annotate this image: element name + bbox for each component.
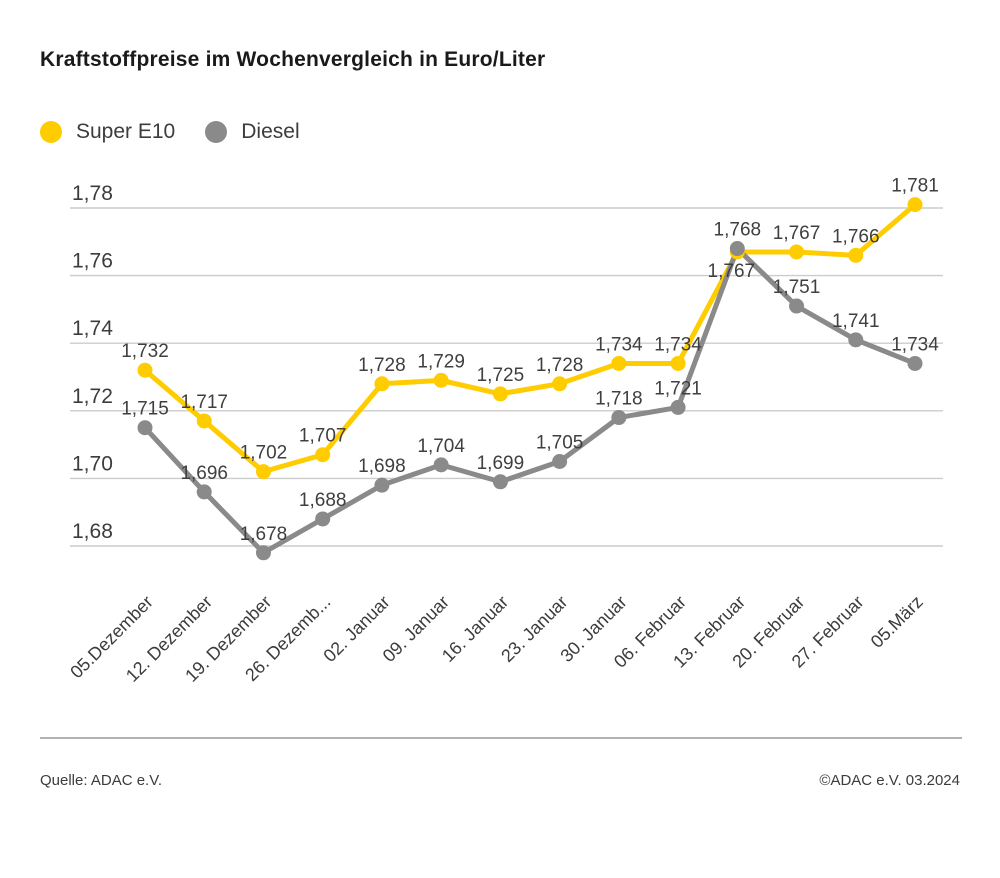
data-point-super-e10 [196,413,212,429]
copyright-note: ©ADAC e.V. 03.2024 [819,772,960,789]
data-point-diesel [848,332,864,348]
data-point-super-e10 [670,355,686,371]
source-note: Quelle: ADAC e.V. [40,772,163,789]
data-point-super-e10 [552,376,568,392]
x-tick-label: 05.März [867,592,927,652]
data-point-super-e10 [137,362,153,378]
data-label-super-e10: 1,766 [832,226,880,247]
data-label-diesel: 1,721 [654,378,702,399]
data-label-super-e10: 1,767 [773,223,821,244]
data-label-super-e10: 1,725 [477,365,525,386]
data-label-super-e10: 1,734 [595,334,643,355]
data-point-diesel [611,410,627,426]
data-point-diesel [552,454,568,469]
data-label-super-e10: 1,734 [654,334,702,355]
data-label-diesel: 1,705 [536,433,584,454]
legend-label-super-e10: Super E10 [76,120,176,143]
data-point-diesel [492,474,508,490]
data-point-super-e10 [374,376,390,392]
data-label-super-e10: 1,707 [299,426,347,447]
data-label-super-e10: 1,728 [536,355,584,376]
data-point-diesel [789,298,805,314]
data-point-diesel [670,399,686,415]
data-point-super-e10 [492,386,508,402]
data-point-diesel [255,545,271,561]
y-tick-label: 1,76 [72,250,113,273]
data-point-super-e10 [611,355,627,371]
chart-legend: Super E10 Diesel [40,120,300,144]
data-label-super-e10: 1,702 [240,443,288,464]
data-label-diesel: 1,718 [595,389,643,410]
data-point-diesel [433,457,449,473]
data-label-super-e10: 1,767 [708,261,756,282]
data-point-diesel [196,484,212,500]
data-label-super-e10: 1,781 [891,176,939,197]
data-label-diesel: 1,734 [891,334,939,355]
y-tick-label: 1,70 [72,452,113,475]
data-label-diesel: 1,715 [121,399,169,420]
series-line-super-e10 [142,202,918,475]
legend-item-diesel: Diesel [205,120,300,144]
data-label-diesel: 1,698 [358,456,406,477]
data-label-super-e10: 1,732 [121,341,169,362]
data-label-super-e10: 1,728 [358,355,406,376]
diesel-dot-icon [205,121,228,143]
chart-title: Kraftstoffpreise im Wochenvergleich in E… [40,48,546,71]
data-point-diesel [907,355,923,371]
data-point-diesel [315,511,331,527]
legend-item-super-e10: Super E10 [40,120,175,144]
data-label-diesel: 1,688 [299,490,347,511]
data-point-diesel [374,477,390,493]
data-label-diesel: 1,768 [714,220,762,241]
y-tick-label: 1,78 [72,182,113,205]
footer: Quelle: ADAC e.V. ©ADAC e.V. 03.2024 [40,772,960,789]
data-point-super-e10 [433,372,449,388]
y-tick-label: 1,74 [72,317,113,340]
super-e10-dot-icon [40,121,62,143]
series-line-diesel [142,246,918,556]
data-label-diesel: 1,704 [417,436,465,457]
legend-label-diesel: Diesel [241,120,300,143]
data-label-diesel: 1,741 [832,311,880,332]
data-point-super-e10 [255,464,271,480]
data-label-super-e10: 1,717 [180,392,228,413]
data-point-super-e10 [789,244,805,260]
data-point-super-e10 [907,197,923,213]
data-point-super-e10 [315,447,331,463]
data-label-diesel: 1,699 [477,453,525,474]
y-tick-label: 1,72 [72,385,113,408]
footer-divider [40,737,962,739]
y-tick-label: 1,68 [72,520,113,543]
data-label-diesel: 1,678 [240,524,288,545]
data-label-super-e10: 1,729 [417,351,465,372]
data-label-diesel: 1,696 [180,463,228,484]
data-point-super-e10 [848,247,864,263]
data-point-diesel [137,420,153,436]
data-point-diesel [729,241,745,257]
data-label-diesel: 1,751 [773,277,821,298]
